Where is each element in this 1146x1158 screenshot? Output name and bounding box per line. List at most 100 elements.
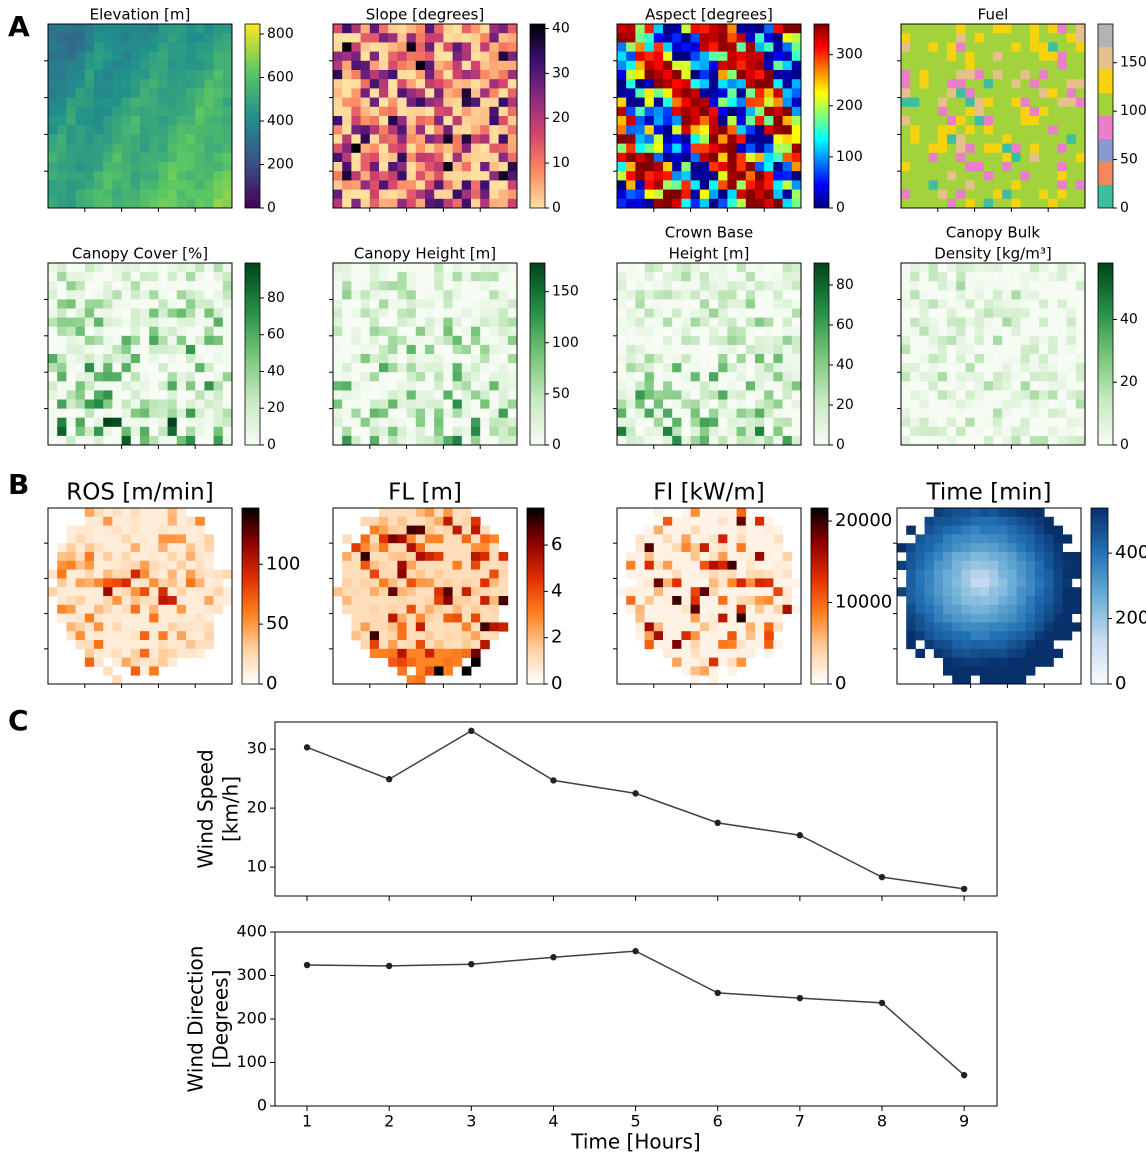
map-cell <box>1002 409 1012 419</box>
map-cell <box>681 171 691 181</box>
map-cell <box>370 534 380 543</box>
map-cell <box>214 587 224 596</box>
map-cell <box>140 427 150 437</box>
map-cell <box>480 543 490 552</box>
map-cell <box>663 631 673 640</box>
map-cell <box>177 180 187 190</box>
map-cell <box>342 587 352 596</box>
map-cell <box>672 162 682 172</box>
map-cell <box>94 162 104 172</box>
map-cell <box>663 171 673 181</box>
map-cell <box>1011 88 1021 98</box>
map-cell <box>158 622 168 631</box>
map-cell <box>984 363 994 373</box>
map-cell <box>85 578 95 587</box>
map-cell <box>177 199 187 209</box>
map-cell <box>718 107 728 117</box>
map-cell <box>952 578 962 587</box>
map-cell <box>131 116 141 126</box>
map-cell <box>709 290 719 300</box>
map-cell <box>663 98 673 108</box>
map-cell <box>489 116 499 126</box>
map-cell <box>388 125 398 135</box>
map-cell <box>351 281 361 291</box>
map-cell <box>1021 88 1031 98</box>
map-cell <box>1039 281 1049 291</box>
map-cell <box>681 309 691 319</box>
map-cell <box>934 631 944 640</box>
map-cell <box>480 281 490 291</box>
map-cell <box>737 354 747 364</box>
map-cell <box>131 570 141 579</box>
map-cell <box>48 272 58 282</box>
map-cell <box>737 418 747 428</box>
map-cell <box>425 299 435 309</box>
map-cell <box>681 98 691 108</box>
map-cell <box>691 33 701 43</box>
map-cell <box>925 526 935 535</box>
map-cell <box>663 79 673 89</box>
map-cell <box>1076 88 1086 98</box>
map-cell <box>453 534 463 543</box>
map-cell <box>672 281 682 291</box>
map-cell <box>370 418 380 428</box>
map-cell <box>342 61 352 71</box>
map-cell <box>783 190 793 200</box>
colorbar-tick-label: 30 <box>552 65 570 81</box>
map-cell <box>48 570 58 579</box>
map-cell <box>1048 372 1058 382</box>
map-cell <box>1057 345 1067 355</box>
map-cell <box>617 354 627 364</box>
map-cell <box>76 134 86 144</box>
map-cell <box>471 272 481 282</box>
map-cell <box>342 400 352 410</box>
map-cell <box>792 409 802 419</box>
map-cell <box>961 517 971 526</box>
map-cell <box>195 61 205 71</box>
map-cell <box>489 134 499 144</box>
map-cell <box>910 98 920 108</box>
map-cell <box>626 88 636 98</box>
map-cell <box>1030 327 1040 337</box>
map-cell <box>508 263 518 273</box>
map-cell <box>434 290 444 300</box>
map-cell <box>140 631 150 640</box>
map-cell <box>66 543 76 552</box>
map-cell <box>177 42 187 52</box>
map-cell <box>980 534 990 543</box>
map-cell <box>397 596 407 605</box>
map-cell <box>919 180 929 190</box>
map-cell <box>1021 372 1031 382</box>
map-cell <box>1053 622 1063 631</box>
map-cell <box>1067 33 1077 43</box>
map-cell <box>971 578 981 587</box>
map-cell <box>1076 372 1086 382</box>
map-cell <box>709 327 719 337</box>
map-cell <box>471 327 481 337</box>
map-cell <box>453 199 463 209</box>
map-cell <box>989 517 999 526</box>
map-cell <box>938 171 948 181</box>
map-cell <box>131 180 141 190</box>
map-cell <box>94 570 104 579</box>
map-cell <box>746 263 756 273</box>
map-cell <box>131 561 141 570</box>
map-cell <box>177 309 187 319</box>
map-cell <box>645 372 655 382</box>
map-cell <box>122 70 132 80</box>
map-cell <box>727 336 737 346</box>
map-cell <box>755 290 765 300</box>
map-cell <box>691 596 701 605</box>
map-cell <box>94 436 104 446</box>
map-cell <box>370 144 380 154</box>
map-cell <box>407 299 417 309</box>
map-cell <box>489 299 499 309</box>
map-cell <box>508 144 518 154</box>
map-cell <box>965 427 975 437</box>
map-cell <box>961 631 971 640</box>
map-cell <box>361 52 371 62</box>
map-cell <box>48 171 58 181</box>
map-cell <box>48 427 58 437</box>
map-cell <box>168 508 178 517</box>
